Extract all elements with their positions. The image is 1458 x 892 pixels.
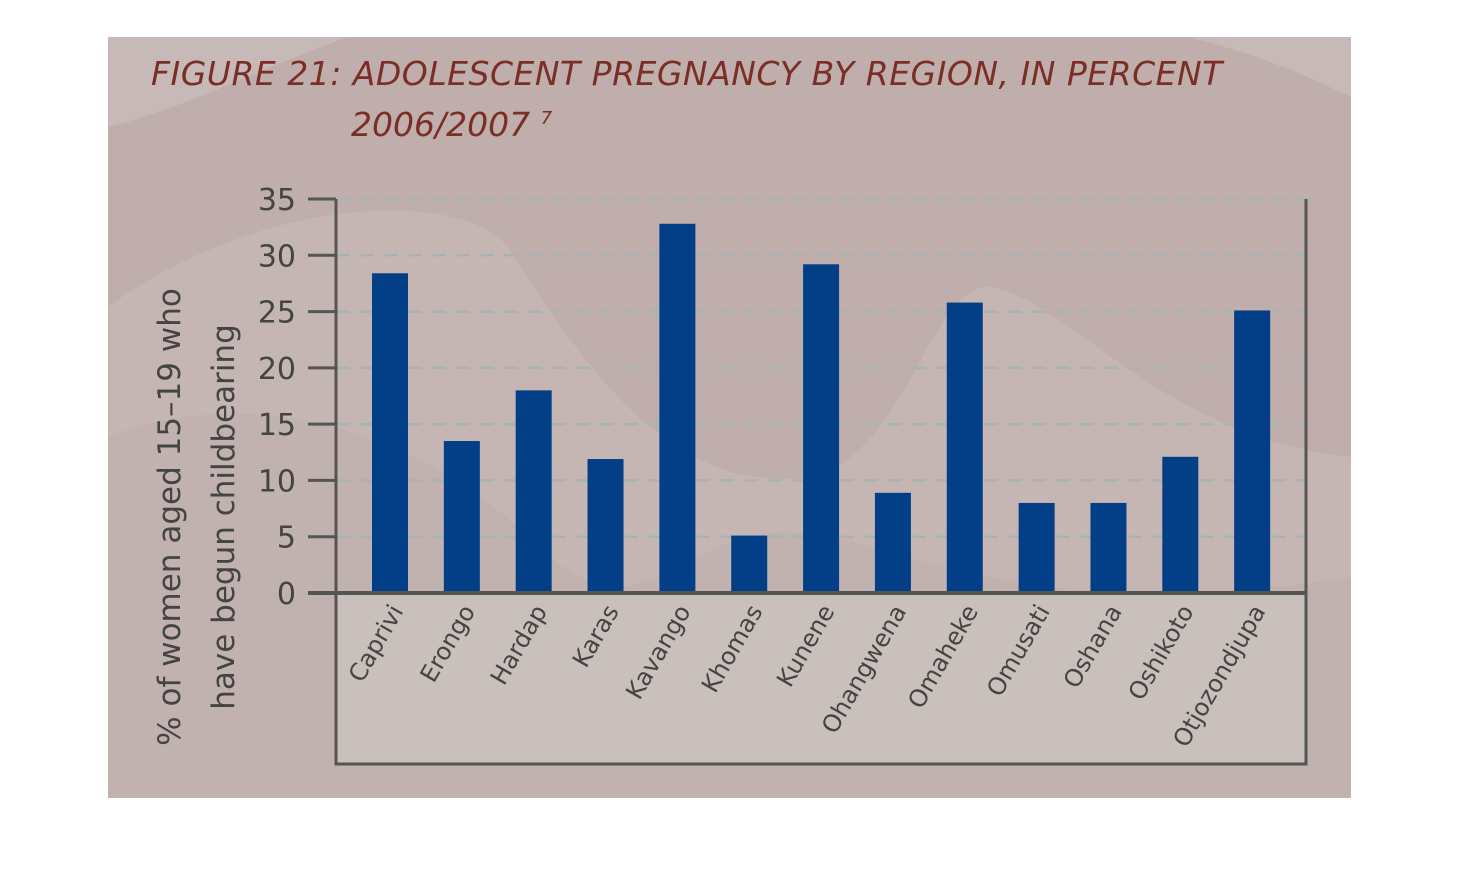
- bar-ohangwena: [874, 492, 911, 593]
- y-tick-label: 20: [258, 352, 296, 387]
- category-label-panel: [334, 591, 1308, 766]
- bar-omaheke: [946, 302, 983, 593]
- chart-subtitle: 2006/2007 7: [351, 105, 552, 144]
- bar-omusati: [1018, 502, 1055, 593]
- bar-caprivi: [372, 273, 408, 593]
- y-tick-label: 35: [258, 183, 296, 218]
- chart-figure: 0 5 10 15 20 25 30 35 Caprivi Erongo Hardap Karas Ka…: [108, 37, 1351, 798]
- y-tick-label: 5: [277, 521, 296, 556]
- bar-hardap: [515, 390, 552, 593]
- bar-oshikoto: [1162, 456, 1199, 593]
- chart-title: FIGURE 21: ADOLESCENT PREGNANCY BY REGIO…: [151, 54, 1223, 93]
- background-wave: [108, 37, 348, 127]
- y-tick-label: 0: [277, 577, 296, 612]
- y-tick-label: 25: [258, 296, 296, 331]
- bar-karas: [587, 459, 624, 593]
- bar-erongo: [443, 441, 480, 593]
- background-wave: [1188, 37, 1351, 97]
- y-tick-label: 10: [258, 464, 296, 499]
- y-axis-title-line-2: have begun childbearing: [206, 324, 242, 710]
- chart-subtitle-text: 2006/2007: [351, 105, 531, 144]
- y-tick-label: 30: [258, 239, 296, 274]
- y-axis-title-line-1: % of women aged 15–19 who: [152, 288, 188, 746]
- bar-oshana: [1090, 502, 1127, 593]
- bar-kavango: [659, 223, 696, 593]
- footnote-mark: 7: [540, 108, 553, 129]
- bar-kunene: [803, 264, 840, 593]
- bar-otjozondjupa: [1234, 310, 1271, 593]
- bar-khomas: [731, 535, 768, 593]
- y-tick-label: 15: [258, 408, 296, 443]
